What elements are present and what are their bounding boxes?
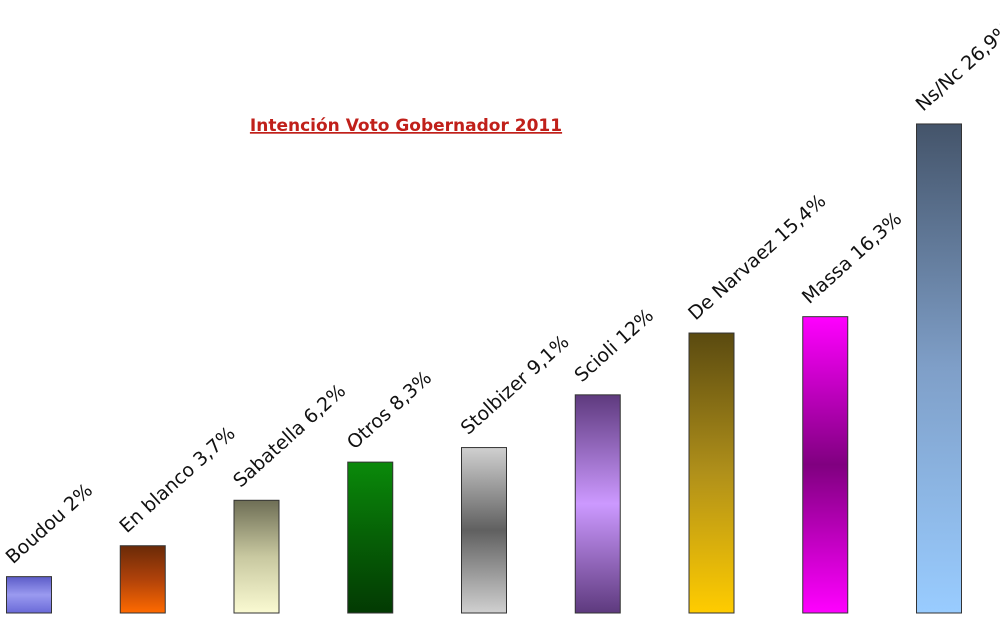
bar [688,332,735,614]
category-label: Scioli [570,337,622,387]
value-label: 6,2% [300,380,351,429]
bar [6,576,52,614]
bar [461,447,507,614]
value-label: 8,3% [385,367,436,416]
bar-label: Sabatella6,2% [229,380,350,492]
value-label: 12% [612,304,658,349]
bar [574,394,621,614]
category-label: En blanco [115,459,199,538]
bar [347,461,394,614]
value-label: 2% [60,479,97,516]
category-label: De Narvaez [684,234,781,324]
category-label: Boudou [2,504,71,569]
category-label: Otros [343,403,396,454]
value-label: 16,3% [847,208,907,265]
bar-label: Ns/Nc26,9% [912,18,1000,116]
category-label: Massa [798,252,857,308]
value-label: 26,9% [957,18,1000,75]
category-label: Stolbizer [457,367,534,439]
value-label: 15,4% [771,190,831,247]
chart-title: Intención Voto Gobernador 2011 [250,116,562,136]
bar [119,545,166,614]
bar [916,123,962,614]
category-label: Ns/Nc [912,62,968,115]
bar [802,316,849,614]
bar [233,499,280,614]
bar-label: Stolbizer9,1% [457,331,574,439]
bar-label: Massa16,3% [798,208,906,309]
value-label: 3,7% [189,422,240,471]
value-label: 9,1% [523,331,574,380]
bar-label: Scioli12% [570,304,658,386]
bar-label: En blanco3,7% [115,422,239,537]
bar-label: Otros8,3% [343,367,436,454]
bar-label: Boudou2% [2,479,97,568]
category-label: Sabatella [229,416,310,492]
